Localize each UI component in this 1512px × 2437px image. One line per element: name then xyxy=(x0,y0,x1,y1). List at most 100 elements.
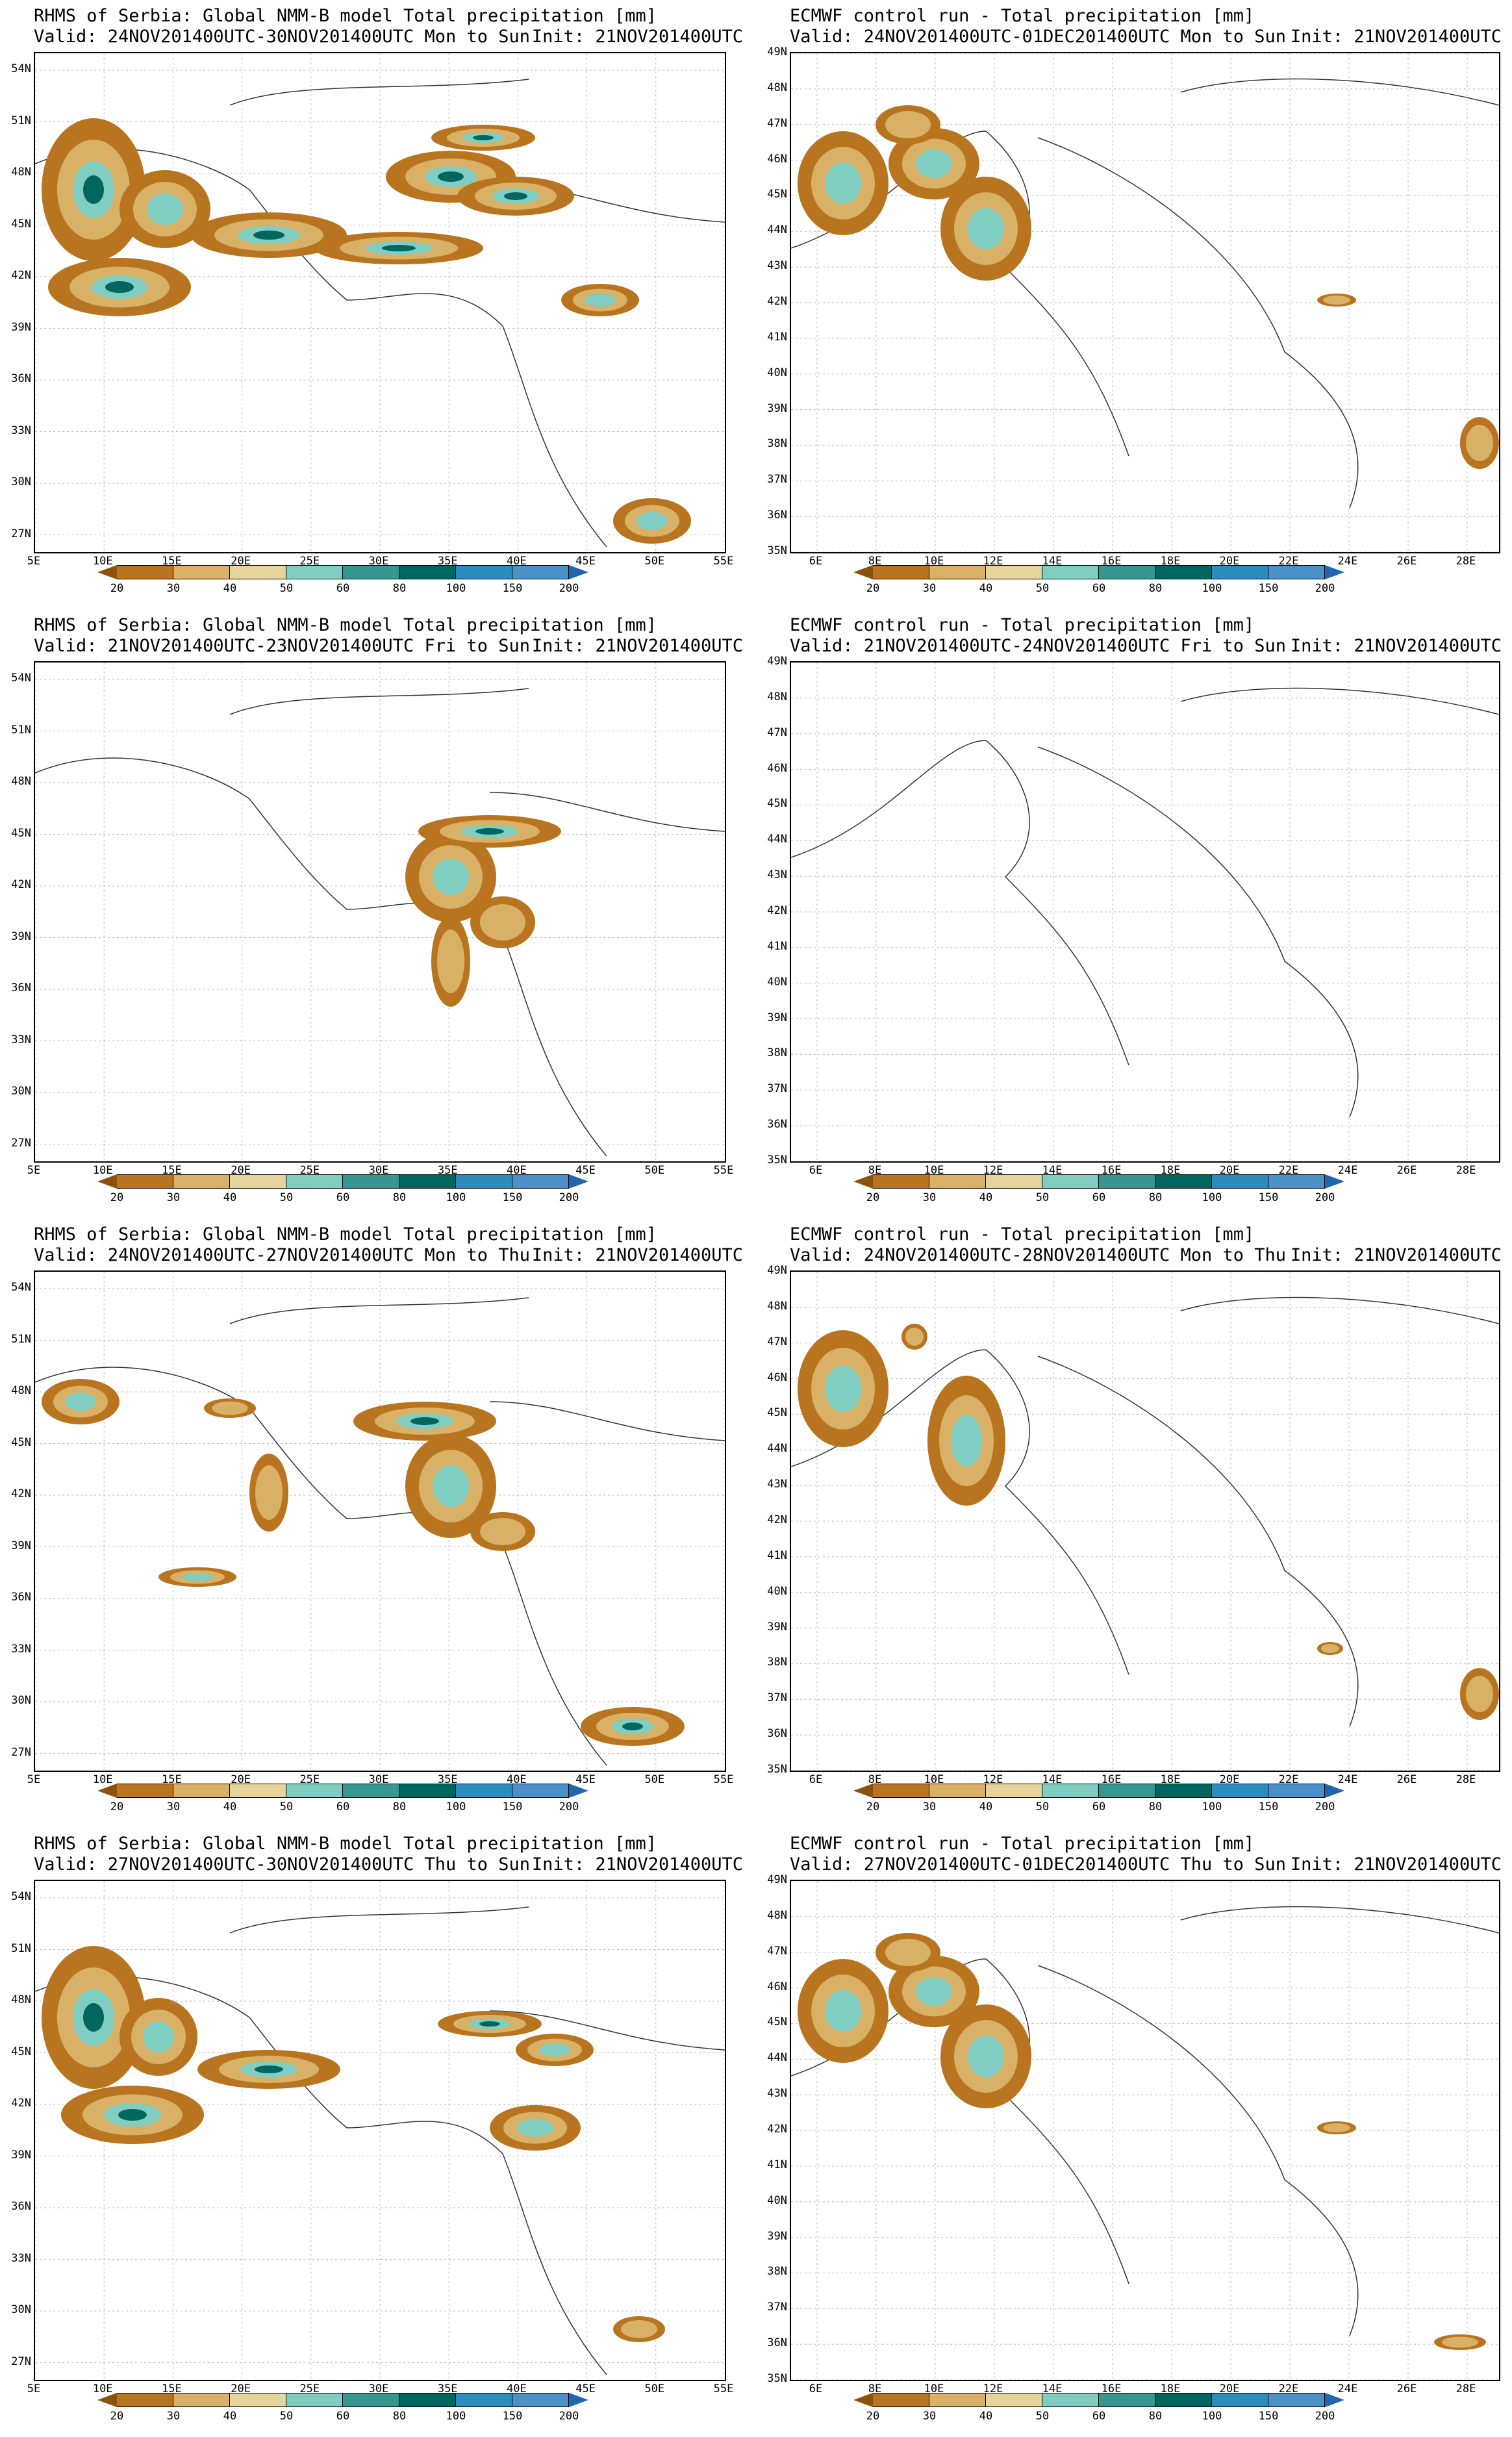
lon-tick-label: 50E xyxy=(644,2382,665,2395)
lat-tick-label: 42N xyxy=(11,269,31,282)
lat-tick-label: 46N xyxy=(767,152,787,166)
colorbar-max-arrow xyxy=(1325,1174,1344,1189)
graticule xyxy=(791,1881,1499,2380)
colorbar-label: 40 xyxy=(223,1800,237,1813)
lon-tick-label: 25E xyxy=(299,555,320,568)
colorbar-swatch xyxy=(1212,2393,1268,2407)
colorbar-max-arrow xyxy=(569,1784,588,1798)
colorbar-swatch xyxy=(1042,2393,1099,2407)
lat-tick-label: 30N xyxy=(11,475,31,488)
precip-area xyxy=(1321,1644,1339,1653)
colorbar-swatch xyxy=(1212,1784,1268,1798)
graticule xyxy=(35,53,725,552)
colorbar xyxy=(97,1174,588,1189)
lon-tick-label: 45E xyxy=(575,555,596,568)
colorbar-label: 100 xyxy=(1202,1800,1222,1813)
colorbar-swatch xyxy=(929,2393,986,2407)
precipitation-map xyxy=(790,52,1500,553)
colorbar-label: 150 xyxy=(502,582,523,595)
lat-tick-label: 38N xyxy=(767,1046,787,1060)
lon-tick-label: 16E xyxy=(1101,1164,1122,1177)
colorbar-label: 150 xyxy=(502,1191,523,1204)
precip-area xyxy=(253,231,284,240)
colorbar-swatch xyxy=(929,1174,986,1189)
lat-tick-label: 37N xyxy=(767,1082,787,1096)
colorbar-label: 30 xyxy=(922,2410,937,2423)
colorbar-label: 50 xyxy=(1035,1191,1050,1204)
lon-tick-label: 10E xyxy=(92,1773,113,1786)
lat-tick-label: 33N xyxy=(11,1033,31,1046)
panel-title: ECMWF control run - Total precipitation … xyxy=(790,615,1255,635)
colorbar-label: 60 xyxy=(1092,2410,1106,2423)
lat-tick-label: 38N xyxy=(767,1656,787,1669)
colorbar-label: 60 xyxy=(336,1191,350,1204)
lat-tick-label: 36N xyxy=(11,981,31,994)
lat-tick-label: 54N xyxy=(11,1890,31,1903)
lon-tick-label: 6E xyxy=(809,1164,823,1177)
precipitation-map xyxy=(790,661,1500,1163)
colorbar-swatch xyxy=(1268,565,1325,579)
lat-tick-label: 39N xyxy=(11,1539,31,1552)
lat-tick-label: 41N xyxy=(767,330,787,344)
colorbar-swatch xyxy=(1042,1174,1099,1189)
colorbar-swatch xyxy=(117,1174,173,1189)
colorbar-swatch xyxy=(929,1784,986,1798)
colorbar xyxy=(853,2393,1344,2407)
valid-period: Valid: 24NOV201400UTC-27NOV201400UTC Mon… xyxy=(34,1245,531,1265)
precipitation-map xyxy=(34,1270,726,1772)
colorbar-swatch xyxy=(1212,1174,1268,1189)
colorbar-label: 40 xyxy=(979,1191,993,1204)
precip-area xyxy=(473,135,494,140)
lat-tick-label: 36N xyxy=(767,1118,787,1131)
lon-tick-label: 35E xyxy=(437,555,458,568)
lat-tick-label: 33N xyxy=(11,423,31,437)
lon-tick-label: 25E xyxy=(299,1164,320,1177)
precip-area xyxy=(905,1328,924,1346)
lat-tick-label: 41N xyxy=(767,1548,787,1562)
precip-area xyxy=(1323,296,1350,305)
lon-tick-label: 15E xyxy=(162,555,182,568)
lat-tick-label: 43N xyxy=(767,259,787,273)
colorbar-label: 20 xyxy=(110,1191,124,1204)
lat-tick-label: 30N xyxy=(11,1694,31,1707)
lon-tick-label: 5E xyxy=(27,1164,41,1177)
precip-area xyxy=(83,175,104,204)
colorbar-min-arrow xyxy=(853,1174,873,1189)
colorbar-label: 150 xyxy=(502,2410,523,2423)
colorbar-label: 40 xyxy=(979,2410,993,2423)
colorbar-swatch xyxy=(230,565,286,579)
precip-area xyxy=(479,2021,500,2027)
coastline xyxy=(791,687,1499,1118)
colorbar xyxy=(97,1784,588,1798)
panel-title: ECMWF control run - Total precipitation … xyxy=(790,6,1255,26)
colorbar-label: 60 xyxy=(336,2410,350,2423)
precipitation-map xyxy=(790,1880,1500,2381)
lon-tick-label: 40E xyxy=(507,1164,527,1177)
lon-tick-label: 14E xyxy=(1042,1773,1063,1786)
colorbar-min-arrow xyxy=(97,1174,117,1189)
lon-tick-label: 20E xyxy=(231,1164,251,1177)
lon-tick-label: 20E xyxy=(231,1773,251,1786)
colorbar-swatch xyxy=(1042,1784,1099,1798)
lon-tick-label: 30E xyxy=(368,2382,389,2395)
colorbar-swatch xyxy=(456,1174,512,1189)
lon-tick-label: 10E xyxy=(924,1773,944,1786)
init-time: Init: 21NOV201400UTC xyxy=(531,636,743,656)
lat-tick-label: 38N xyxy=(767,437,787,451)
precip-area xyxy=(105,281,134,293)
lat-tick-label: 48N xyxy=(11,1384,31,1397)
lon-tick-label: 50E xyxy=(644,555,665,568)
colorbar-swatch xyxy=(456,1784,512,1798)
colorbar xyxy=(97,2393,588,2407)
init-time: Init: 21NOV201400UTC xyxy=(1290,1854,1502,1875)
init-time: Init: 21NOV201400UTC xyxy=(1290,636,1502,656)
lon-tick-label: 25E xyxy=(299,2382,320,2395)
valid-period: Valid: 24NOV201400UTC-30NOV201400UTC Mon… xyxy=(34,27,531,47)
lat-tick-label: 48N xyxy=(11,1993,31,2006)
lat-tick-label: 35N xyxy=(767,544,787,557)
colorbar-label: 80 xyxy=(392,1191,407,1204)
colorbar-max-arrow xyxy=(1325,2393,1344,2407)
lat-tick-label: 45N xyxy=(767,2015,787,2029)
colorbar-min-arrow xyxy=(853,565,873,579)
lon-tick-label: 55E xyxy=(713,1164,734,1177)
